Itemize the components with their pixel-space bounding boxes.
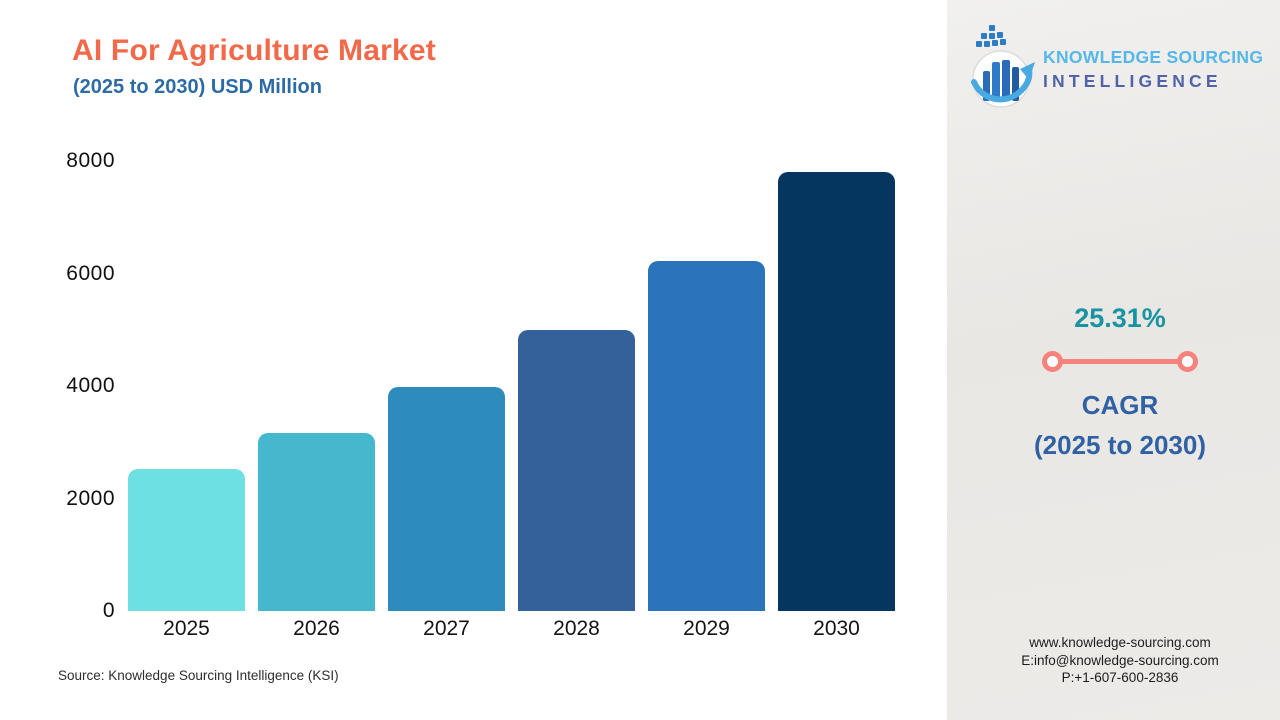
cagr-callout: 25.31% CAGR (2025 to 2030) [975,303,1265,465]
y-tick-label: 6000 [66,261,115,285]
cagr-label-line2: (2025 to 2030) [1034,430,1206,460]
contact-website: www.knowledge-sourcing.com [1029,635,1211,650]
source-note: Source: Knowledge Sourcing Intelligence … [58,668,339,683]
x-tick-label: 2030 [813,617,860,640]
brand-name: KNOWLEDGE SOURCING INTELLIGENCE [1043,47,1263,92]
x-tick-label: 2028 [553,617,600,640]
x-tick-label: 2025 [163,617,210,640]
brand-name-line2: INTELLIGENCE [1043,70,1222,91]
bar-2026 [258,432,375,611]
y-tick-label: 8000 [66,149,115,172]
bar-chart-globe-arrow-icon [968,24,1038,114]
divider-dot-left [1042,351,1063,372]
bar-chart: 0 2000 4000 6000 8000 2025 2026 2027 2028 2029 203… [66,149,895,640]
y-tick-label: 4000 [66,374,115,397]
cagr-value: 25.31% [1074,303,1166,333]
bar-2025 [128,469,245,611]
y-tick-label: 2000 [66,486,115,510]
dumbbell-divider [1042,351,1198,372]
contact-phone: P:+1-607-600-2836 [1061,670,1179,685]
bar-2030 [778,171,895,611]
contact-email: E:info@knowledge-sourcing.com [1021,652,1219,668]
divider-line [1054,359,1186,364]
cagr-label-line1: CAGR [1081,390,1159,420]
page-title: AI For Agriculture Market [72,34,436,67]
y-tick-label: 0 [102,599,115,622]
bar-2029 [648,260,765,611]
bar-2027 [388,387,505,611]
page-subtitle: (2025 to 2030) USD Million [73,76,322,98]
x-tick-label: 2026 [293,617,340,640]
x-tick-label: 2029 [683,617,730,640]
divider-dot-right [1177,351,1198,372]
brand-name-line1: KNOWLEDGE SOURCING [1043,46,1264,67]
contact-block: www.knowledge-sourcing.com E:info@knowle… [955,634,1280,687]
brand-logo: KNOWLEDGE SOURCING INTELLIGENCE [968,22,1274,116]
bar-2028 [518,330,635,611]
x-tick-label: 2027 [423,617,470,640]
